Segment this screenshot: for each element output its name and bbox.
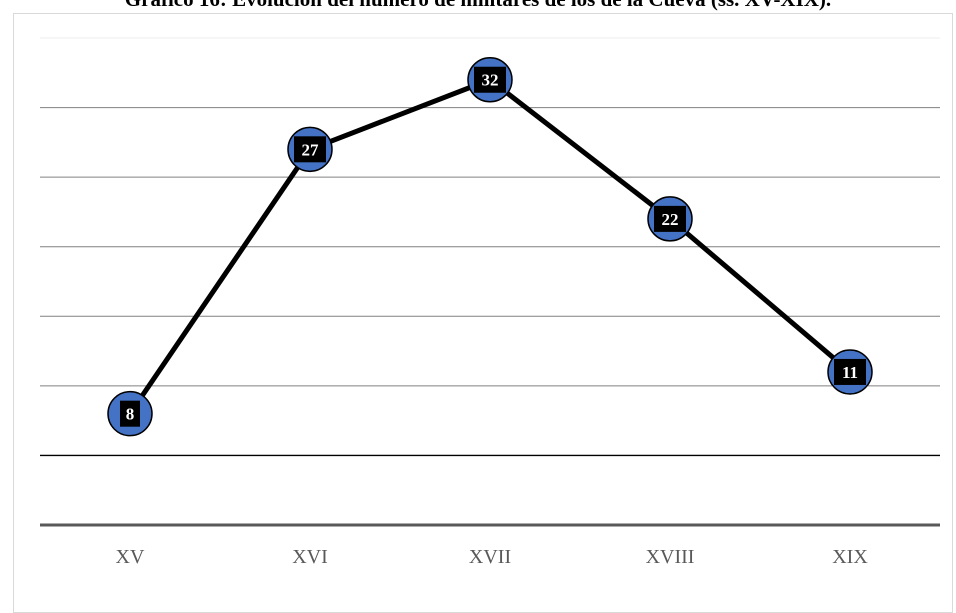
data-label-box <box>294 136 326 163</box>
x-tick-labels: XV XVI XVII XVIII XIX <box>116 546 869 568</box>
x-tick-label: XV <box>116 546 145 568</box>
data-label-box <box>654 205 686 232</box>
gridlines <box>40 37 940 457</box>
data-label-box <box>834 358 866 385</box>
data-label-box <box>120 400 140 427</box>
line-chart: 8 27 32 22 11 XV XVI XVII XVIII XIX <box>40 37 940 568</box>
data-label: 27 <box>302 140 320 159</box>
data-label: 11 <box>842 363 858 382</box>
data-label: 22 <box>662 210 679 229</box>
data-label: 32 <box>482 71 499 90</box>
x-tick-label: XVI <box>292 546 328 568</box>
x-tick-label: XVIII <box>646 546 695 568</box>
x-tick-label: XIX <box>832 546 868 568</box>
data-label: 8 <box>126 405 135 424</box>
x-tick-label: XVII <box>469 546 511 568</box>
data-label-box <box>474 66 506 93</box>
data-label-layer: 8 27 32 22 11 <box>120 66 866 427</box>
chart-title: Gráfico 16: Evolución del número de mili… <box>0 0 956 12</box>
